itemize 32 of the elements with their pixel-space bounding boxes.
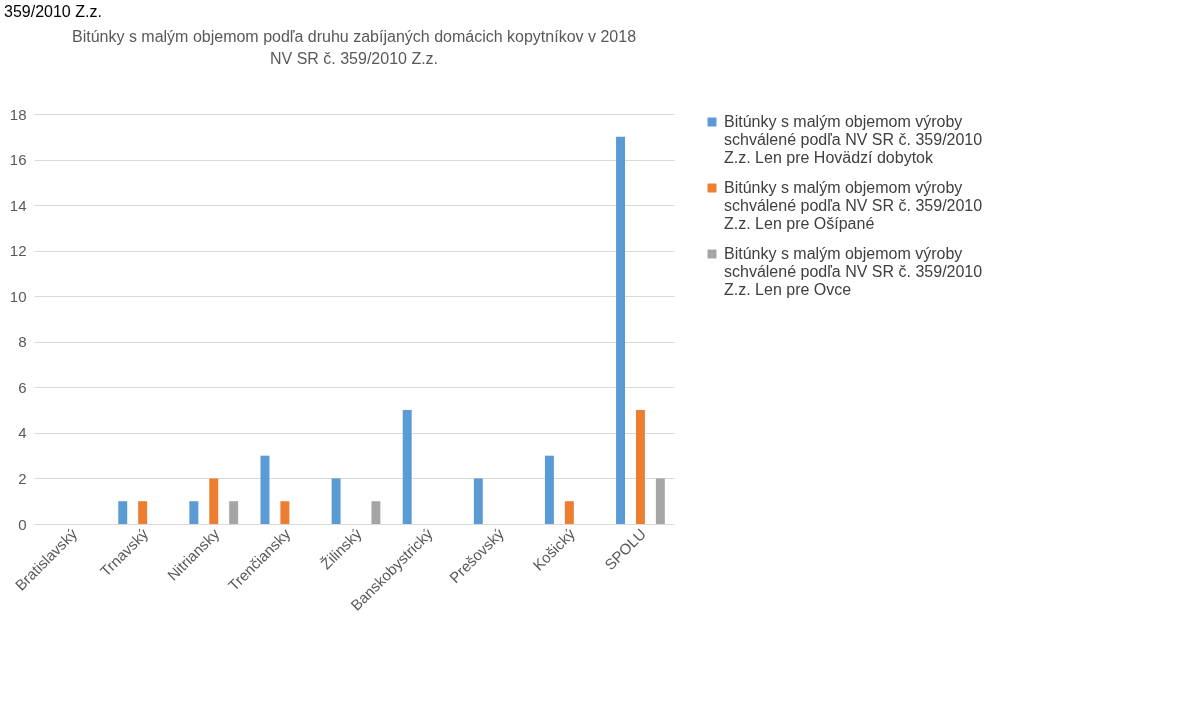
legend-label: Bitúnky s malým objemom výroby schválené podľa NV SR č. 359/2010 Z.z. Len pre Hovädzí dobytok <box>724 113 983 166</box>
y-tick-label: 4 <box>18 424 27 442</box>
bar <box>209 478 219 524</box>
y-tick-label: 0 <box>18 515 27 533</box>
bar <box>473 478 483 524</box>
bar <box>402 410 412 524</box>
y-tick-label: 6 <box>18 378 27 396</box>
bar <box>229 501 239 524</box>
y-tick-label: 2 <box>18 469 27 487</box>
legend-label: Bitúnky s malým objemom výroby schválené podľa NV SR č. 359/2010 Z.z. Len pre Ovce <box>724 245 983 298</box>
bar <box>564 501 574 524</box>
legend-label: Bitúnky s malým objemom výroby schválené podľa NV SR č. 359/2010 Z.z. Len pre Ošípané <box>724 179 983 232</box>
y-tick-label: 16 <box>9 151 27 169</box>
bar <box>260 455 270 524</box>
chart-title: Bitúnky s malým objemom podľa druhu zabíjaných domácich kopytníkov v 2018 <box>71 28 637 45</box>
bar <box>280 501 290 524</box>
bar <box>138 501 148 524</box>
bar <box>655 478 665 524</box>
chart-subtitle: NV SR č. 359/2010 Z.z. <box>269 50 439 67</box>
y-tick-label: 8 <box>18 333 27 351</box>
text: 359/2010 Z.z. <box>4 3 102 20</box>
bar <box>635 410 645 524</box>
bar <box>616 136 625 524</box>
bar <box>189 501 199 524</box>
y-tick-label: 12 <box>9 242 27 260</box>
y-tick-label: 14 <box>9 196 27 214</box>
y-tick-label: 18 <box>9 105 27 123</box>
bar <box>544 455 554 524</box>
bar <box>331 478 341 524</box>
bar <box>371 501 381 524</box>
bar <box>118 501 128 524</box>
y-tick-label: 10 <box>9 287 27 305</box>
